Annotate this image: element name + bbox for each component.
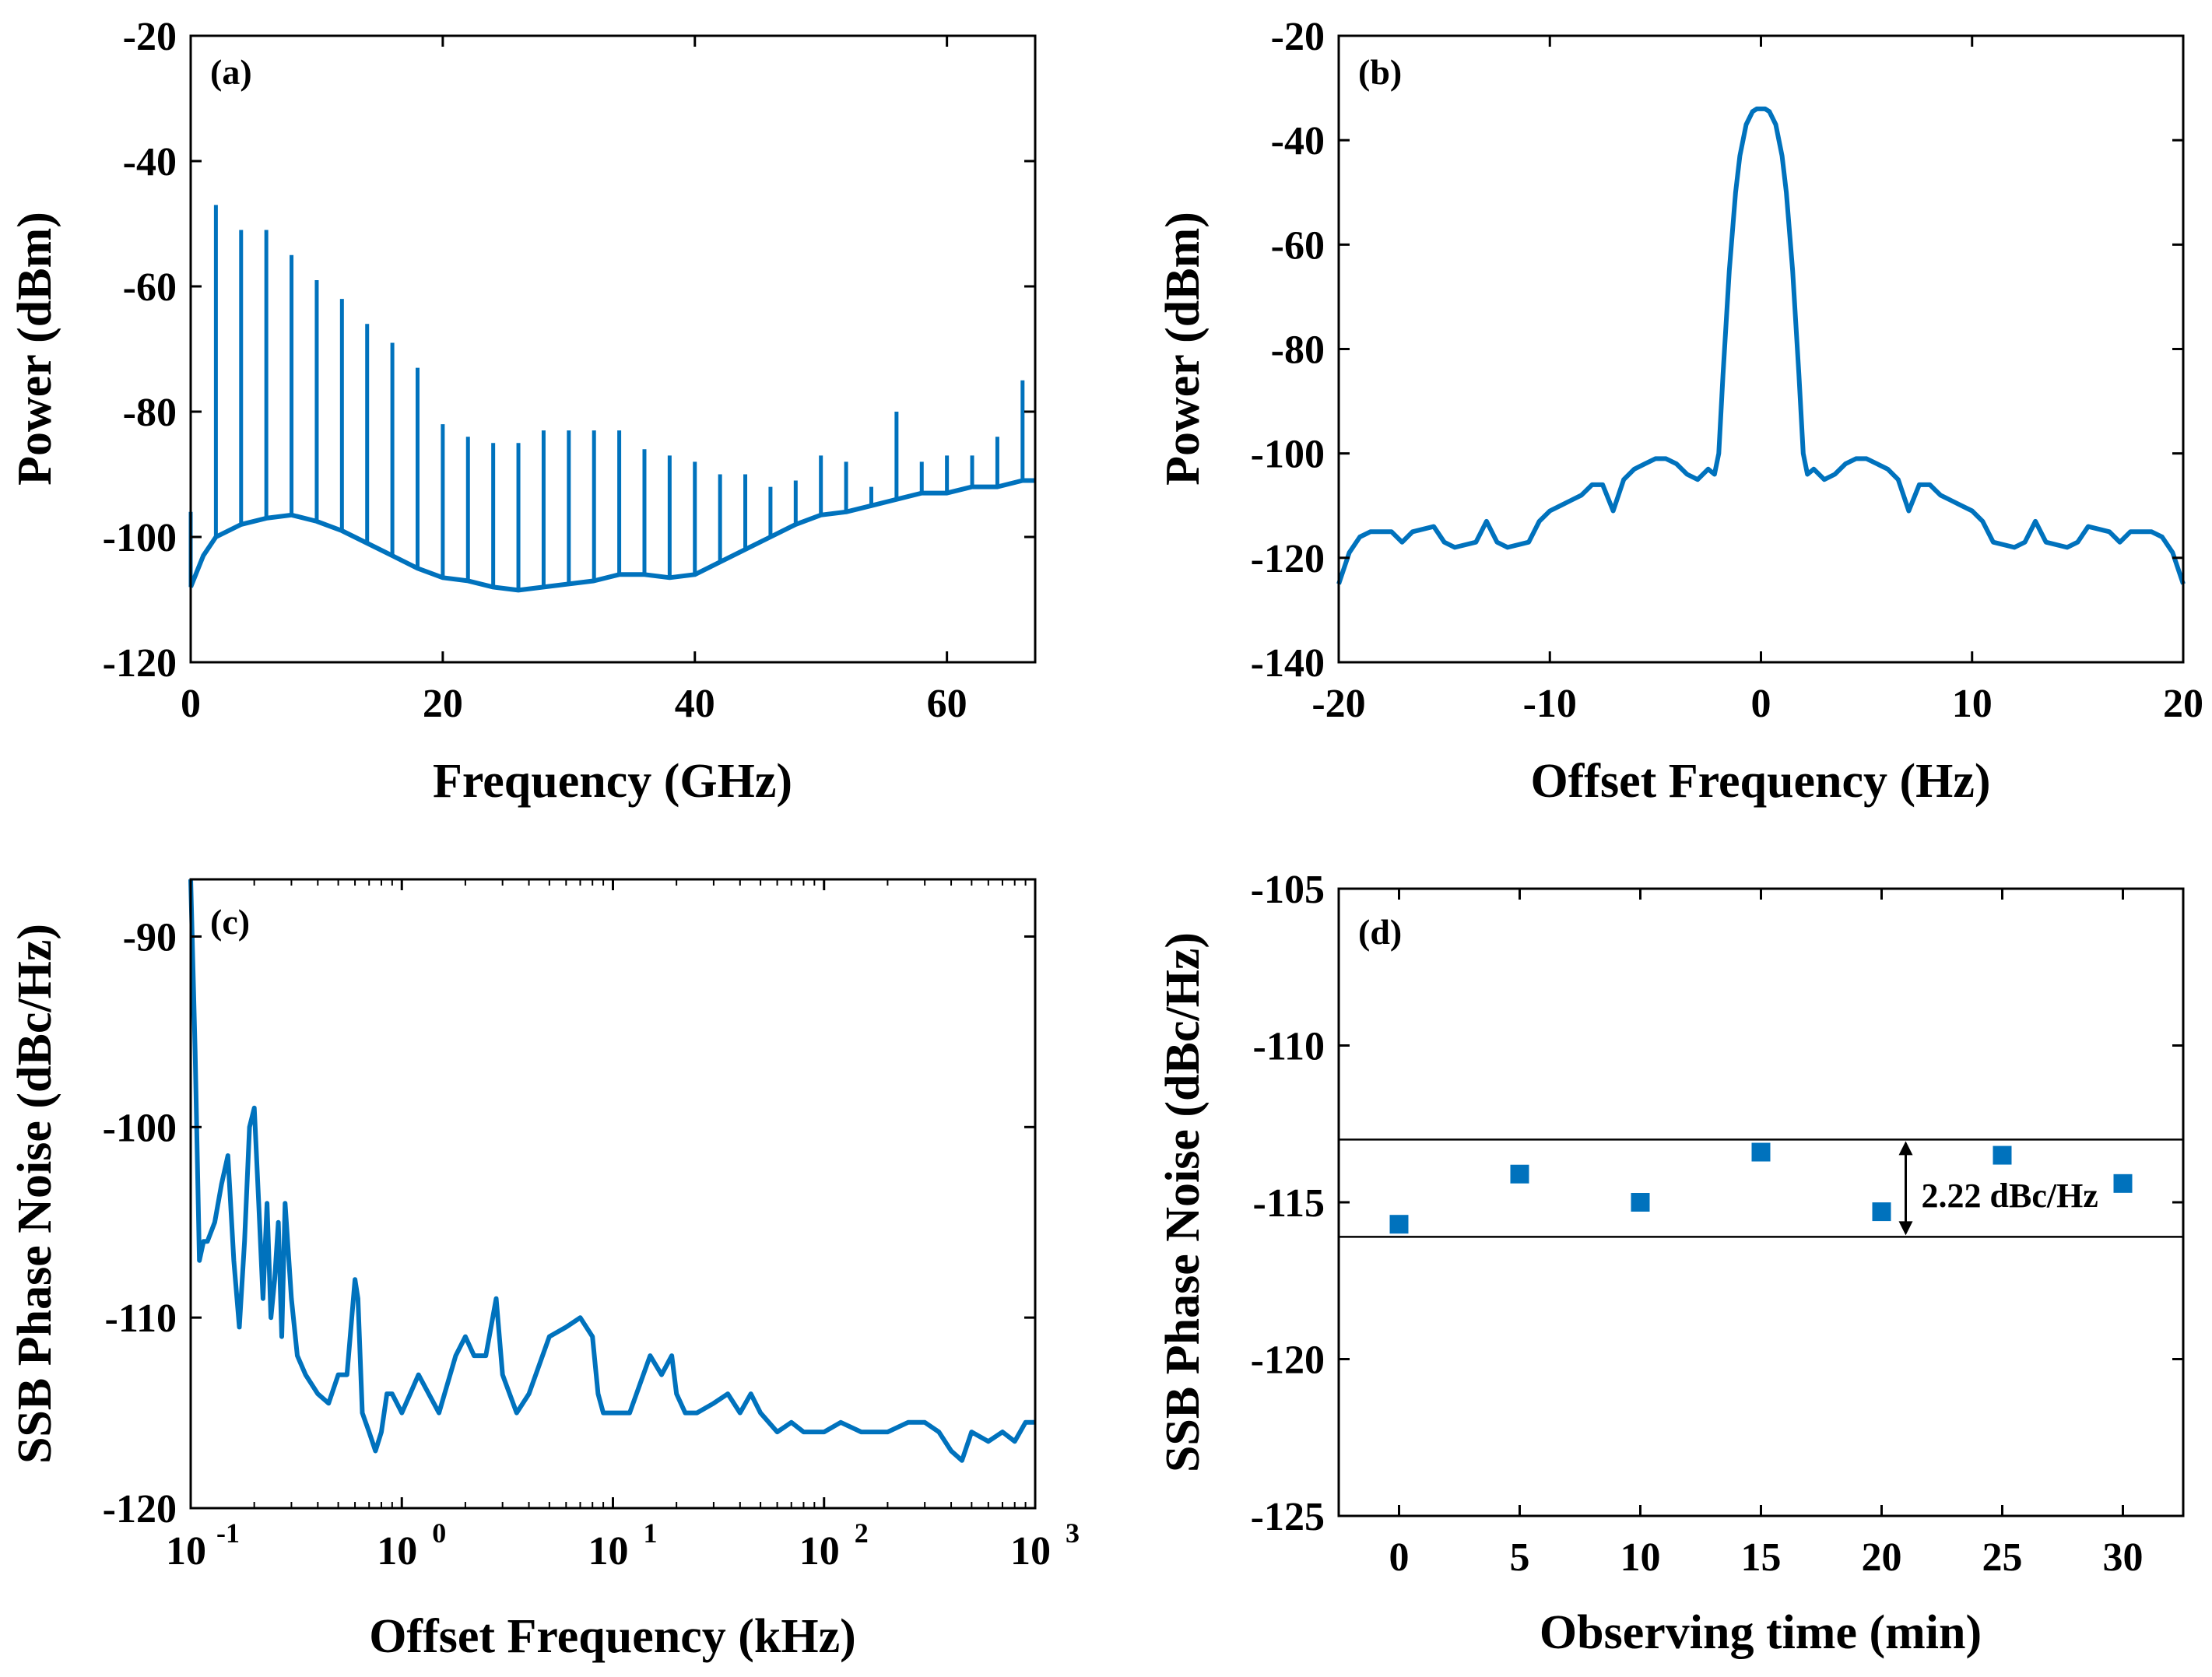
y-tick-label-b: -60: [1271, 223, 1325, 268]
panel-label-d: (d): [1358, 912, 1402, 952]
x-axis-label-c: Offset Frequency (kHz): [369, 1610, 856, 1663]
y-tick-label-c: -120: [103, 1487, 177, 1531]
x-tick-label-a: 60: [927, 682, 967, 726]
noise-floor-line-a: [188, 478, 1035, 593]
y-tick-label-d: -120: [1251, 1338, 1325, 1383]
y-tick-label-a: -100: [103, 516, 177, 560]
x-axis-label-d: Observing time (min): [1540, 1606, 1982, 1659]
x-tick-label-c: 10: [377, 1529, 417, 1574]
x-tick-label-d: 20: [1862, 1535, 1902, 1580]
data-point-d: [2113, 1174, 2133, 1193]
y-tick-label-d: -125: [1251, 1495, 1325, 1539]
y-tick-label-b: -20: [1271, 15, 1325, 59]
y-tick-label-a: -20: [123, 15, 177, 59]
x-tick-label-d: 30: [2103, 1535, 2144, 1580]
y-tick-label-b: -80: [1271, 328, 1325, 373]
x-tick-label-c: 10: [1010, 1529, 1051, 1574]
panel-d-stability: 2.22 dBc/Hz 0 5 10 15 20 25 30 -125 -120 -115 -110…: [1157, 868, 2185, 1659]
series-layer-d: 2.22 dBc/Hz: [1339, 1138, 2183, 1238]
panel-b-linewidth: -20 -10 0 10 20-140-120-100-80-60-40-20 (b) …: [1157, 15, 2203, 808]
x-tick-label-c: 10: [799, 1529, 840, 1574]
y-tick-label-c: -100: [103, 1106, 177, 1150]
span-arrow-head-up-d: [1898, 1141, 1913, 1156]
y-axis-label-c: SSB Phase Noise (dBc/Hz): [9, 924, 61, 1464]
span-arrow-head-down-d: [1898, 1221, 1913, 1236]
x-tick-exponent-c: 3: [1066, 1517, 1080, 1549]
panel-label-c: (c): [210, 902, 250, 942]
data-point-d: [1631, 1193, 1650, 1212]
y-tick-label-a: -120: [103, 641, 177, 686]
x-tick-label-a: 40: [675, 682, 715, 726]
panel-label-b: (b): [1358, 52, 1402, 92]
data-point-d: [1751, 1142, 1771, 1162]
x-tick-exponent-c: 0: [432, 1517, 446, 1549]
x-axis-label-a: Frequency (GHz): [433, 755, 792, 808]
y-tick-label-d: -105: [1251, 868, 1325, 912]
y-tick-label-d: -115: [1253, 1181, 1325, 1226]
x-tick-label-c: 10: [166, 1529, 206, 1574]
y-tick-label-a: -80: [123, 391, 177, 435]
y-tick-label-c: -110: [105, 1296, 177, 1341]
series-layer-a: [188, 205, 1035, 593]
x-tick-exponent-c: 2: [855, 1517, 869, 1549]
x-tick-label-a: 0: [181, 682, 201, 726]
x-tick-label-b: 0: [1751, 682, 1771, 726]
x-tick-label-d: 0: [1389, 1535, 1410, 1580]
data-point-d: [1993, 1145, 2012, 1165]
y-tick-label-b: -140: [1251, 641, 1325, 686]
x-tick-label-d: 25: [1982, 1535, 2023, 1580]
plot-frame-a: [189, 34, 1037, 664]
y-tick-label-b: -120: [1251, 537, 1325, 581]
y-tick-label-d: -110: [1253, 1025, 1325, 1069]
plot-frame-b: [1337, 34, 2185, 664]
x-tick-label-d: 5: [1510, 1535, 1530, 1580]
y-tick-label-b: -100: [1251, 433, 1325, 477]
panel-c-phase-noise: 10 -1 10 0 10 1 10 2 10 3-120-110-100-90 (c) Offs…: [9, 878, 1080, 1663]
y-axis-label-b: Power (dBm): [1157, 212, 1210, 486]
series-layer-b: [1336, 106, 2186, 585]
data-point-d: [1389, 1215, 1409, 1234]
ticks-d: 0 5 10 15 20 25 30 -125 -120 -115 -110 -105: [1251, 868, 2183, 1580]
x-tick-label-b: -10: [1523, 682, 1577, 726]
y-axis-label-a: Power (dBm): [9, 212, 61, 486]
x-tick-label-b: 10: [1952, 682, 1993, 726]
y-tick-label-a: -40: [123, 140, 177, 184]
phase-noise-line-c: [188, 879, 1035, 1463]
x-tick-label-d: 15: [1741, 1535, 1782, 1580]
panel-label-a: (a): [210, 52, 252, 92]
ticks-a: 0 20 40 60 -120 -100 -80 -60 -40 -20: [103, 15, 1035, 726]
data-point-d: [1872, 1202, 1891, 1222]
spectrum-line-b: [1336, 106, 2186, 585]
panel-a-spectrum: 0 20 40 60 -120 -100 -80 -60 -40 -20 (a) Frequenc…: [9, 15, 1037, 808]
x-tick-label-a: 20: [423, 682, 463, 726]
x-tick-exponent-c: -1: [216, 1517, 240, 1549]
x-tick-label-b: 20: [2163, 682, 2203, 726]
y-tick-label-a: -60: [123, 265, 177, 310]
x-tick-label-b: -20: [1311, 682, 1365, 726]
x-tick-label-c: 10: [588, 1529, 629, 1574]
series-layer-c: [188, 879, 1035, 1463]
ticks-c: 10 -1 10 0 10 1 10 2 10 3-120-110-100-90: [103, 879, 1080, 1574]
span-annotation-d: 2.22 dBc/Hz: [1922, 1177, 2098, 1215]
x-axis-label-b: Offset Frequency (Hz): [1530, 755, 1990, 808]
y-axis-label-d: SSB Phase Noise (dBc/Hz): [1157, 932, 1210, 1472]
y-tick-label-c: -90: [123, 915, 177, 960]
y-tick-label-b: -40: [1271, 119, 1325, 163]
ticks-b: -20 -10 0 10 20-140-120-100-80-60-40-20: [1251, 15, 2203, 726]
x-tick-label-d: 10: [1620, 1535, 1661, 1580]
data-point-d: [1510, 1164, 1529, 1184]
x-tick-exponent-c: 1: [644, 1517, 658, 1549]
